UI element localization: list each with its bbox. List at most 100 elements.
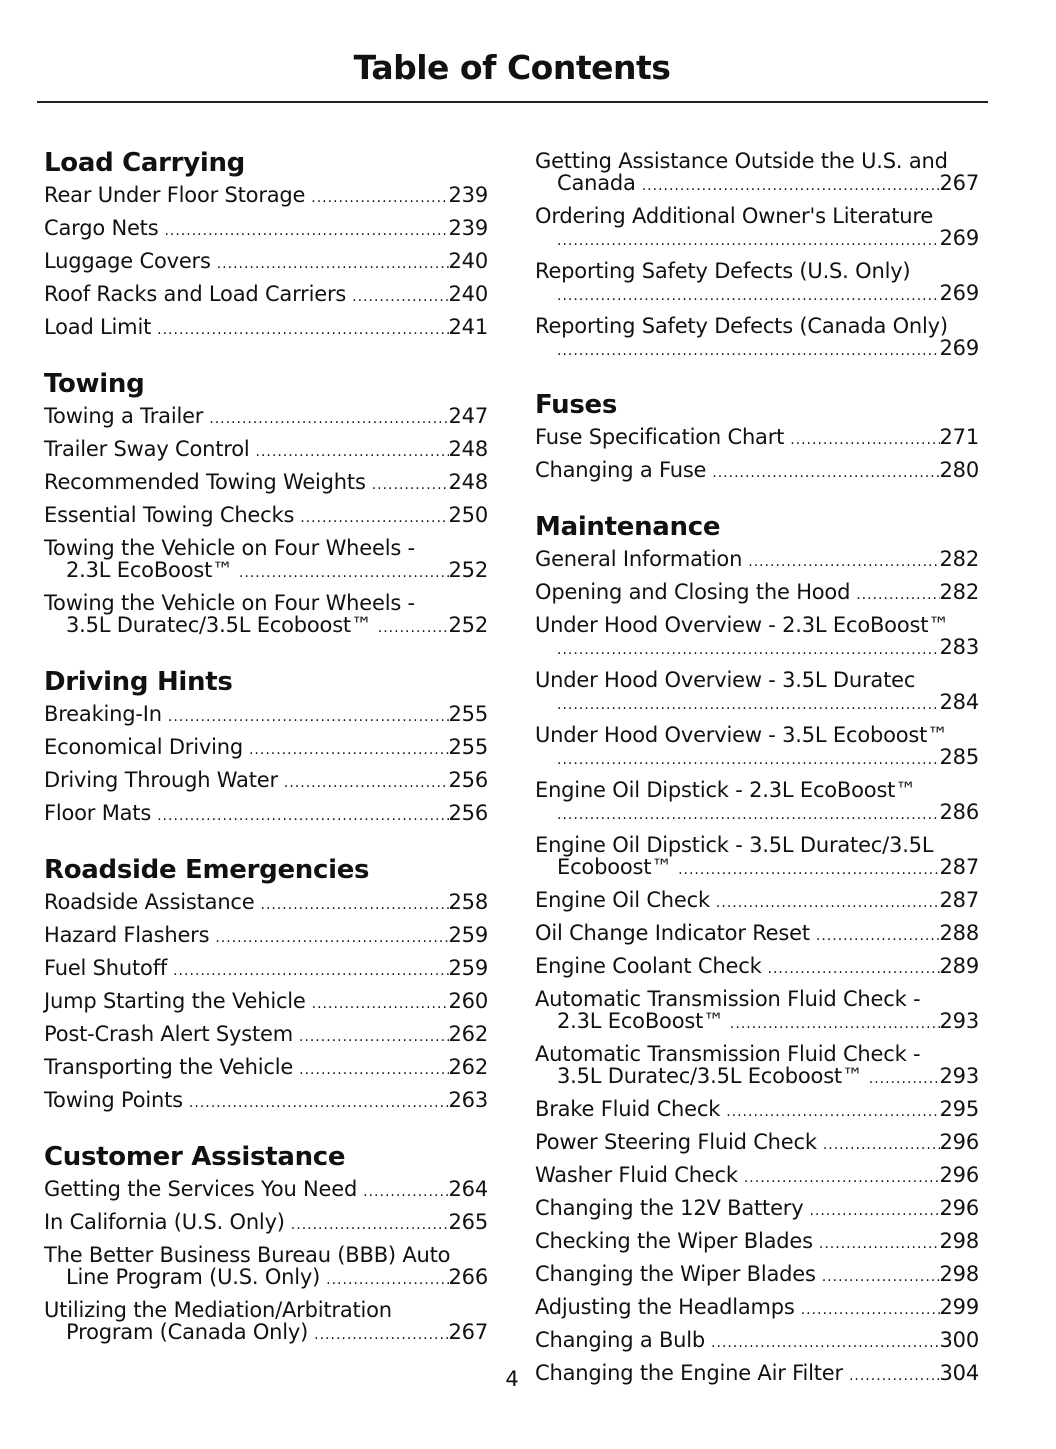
- toc-entry[interactable]: Reporting Safety Defects (Canada Only)26…: [535, 311, 979, 366]
- toc-entry[interactable]: Post-Crash Alert System 262: [44, 1019, 488, 1052]
- toc-entry[interactable]: Engine Oil Dipstick - 2.3L EcoBoost™ 286: [535, 775, 979, 830]
- toc-entry[interactable]: Power Steering Fluid Check 296: [535, 1127, 979, 1160]
- toc-entry[interactable]: Essential Towing Checks 250: [44, 500, 488, 533]
- toc-entry[interactable]: In California (U.S. Only) 265: [44, 1207, 488, 1240]
- toc-entry[interactable]: Engine Oil Dipstick - 3.5L Duratec/3.5L E…: [535, 830, 979, 885]
- entry-title-line: Reporting Safety Defects (Canada Only): [535, 314, 948, 338]
- entry-last-line: 269: [535, 227, 980, 252]
- entry-page-number: 248: [448, 437, 489, 461]
- toc-entry[interactable]: Changing the 12V Battery 296: [535, 1193, 979, 1226]
- toc-entry[interactable]: Changing a Bulb 300: [535, 1325, 979, 1358]
- entry-last-line: 3.5L Duratec/3.5L Ecoboost™ 293: [535, 1065, 979, 1090]
- entry-page-number: 262: [448, 1055, 489, 1079]
- dot-leader: [261, 894, 449, 916]
- toc-entry[interactable]: Towing Points 263: [44, 1085, 488, 1118]
- dot-leader: [557, 749, 940, 771]
- toc-entry[interactable]: Trailer Sway Control 248: [44, 434, 488, 467]
- toc-entry[interactable]: Under Hood Overview - 3.5L Duratec 284: [535, 665, 979, 720]
- toc-entry[interactable]: Ordering Additional Owner's Literature26…: [535, 201, 979, 256]
- entry-last-line: Oil Change Indicator Reset 288: [535, 922, 979, 947]
- dot-leader: [249, 739, 449, 761]
- entry-last-line: Checking the Wiper Blades 298: [535, 1230, 979, 1255]
- entry-title-line: Ordering Additional Owner's Literature: [535, 204, 934, 228]
- toc-section: Roadside Emergencies Roadside Assistance 2…: [44, 853, 488, 1118]
- entry-title-line: Power Steering Fluid Check: [535, 1130, 817, 1154]
- toc-entry[interactable]: Adjusting the Headlamps 299: [535, 1292, 979, 1325]
- entry-last-line: Economical Driving 255: [44, 736, 488, 761]
- toc-entry[interactable]: Cargo Nets 239: [44, 213, 488, 246]
- toc-entry[interactable]: Roof Racks and Load Carriers 240: [44, 279, 488, 312]
- toc-entry[interactable]: Roadside Assistance 258: [44, 887, 488, 920]
- entry-last-line: 284: [535, 691, 980, 716]
- toc-entry[interactable]: Automatic Transmission Fluid Check -3.5L…: [535, 1039, 979, 1094]
- entry-last-line: Hazard Flashers 259: [44, 924, 488, 949]
- entry-page-number: 286: [939, 800, 980, 824]
- toc-entry[interactable]: Economical Driving 255: [44, 732, 488, 765]
- section-heading: Fuses: [535, 390, 618, 420]
- toc-entry[interactable]: Changing the Engine Air Filter 304: [535, 1358, 979, 1391]
- entry-title-line: Under Hood Overview - 2.3L EcoBoost™: [535, 613, 950, 637]
- toc-entry[interactable]: Load Limit 241: [44, 312, 488, 345]
- toc-entry[interactable]: Fuel Shutoff 259: [44, 953, 488, 986]
- toc-entry[interactable]: Floor Mats 256: [44, 798, 488, 831]
- section-heading: Maintenance: [535, 512, 721, 542]
- toc-entry[interactable]: Changing the Wiper Blades 298: [535, 1259, 979, 1292]
- dot-leader: [300, 507, 448, 529]
- toc-entry[interactable]: Getting the Services You Need 264: [44, 1174, 488, 1207]
- toc-entry[interactable]: Utilizing the Mediation/Arbitration Progr…: [44, 1295, 488, 1350]
- toc-entry[interactable]: Fuse Specification Chart 271: [535, 422, 979, 455]
- entry-page-number: 298: [939, 1262, 980, 1286]
- toc-entry[interactable]: Getting Assistance Outside the U.S. and C…: [535, 146, 979, 201]
- toc-entry[interactable]: Opening and Closing the Hood 282: [535, 577, 979, 610]
- toc-entry[interactable]: Towing a Trailer 247: [44, 401, 488, 434]
- toc-entry[interactable]: Brake Fluid Check 295: [535, 1094, 979, 1127]
- toc-entry[interactable]: Transporting the Vehicle 262: [44, 1052, 488, 1085]
- entry-title-line: Recommended Towing Weights: [44, 470, 366, 494]
- dot-leader: [822, 1266, 940, 1288]
- entry-last-line: Changing the 12V Battery 296: [535, 1197, 979, 1222]
- toc-column-left: Load Carrying Rear Under Floor Storage 239…: [44, 146, 488, 1350]
- toc-entry[interactable]: Towing the Vehicle on Four Wheels -3.5L …: [44, 588, 488, 643]
- dot-leader: [209, 408, 448, 430]
- toc-entry[interactable]: Breaking-In 255: [44, 699, 488, 732]
- toc-entry[interactable]: Engine Oil Check 287: [535, 885, 979, 918]
- entry-page-number: 269: [939, 281, 980, 305]
- entry-last-line: Transporting the Vehicle 262: [44, 1056, 488, 1081]
- toc-entry[interactable]: Under Hood Overview - 2.3L EcoBoost™283: [535, 610, 979, 665]
- toc-entry[interactable]: Under Hood Overview - 3.5L Ecoboost™285: [535, 720, 979, 775]
- toc-section: Load Carrying Rear Under Floor Storage 239…: [44, 146, 488, 345]
- toc-entry[interactable]: Luggage Covers 240: [44, 246, 488, 279]
- toc-entry[interactable]: Washer Fluid Check 296: [535, 1160, 979, 1193]
- dot-leader: [326, 1269, 448, 1291]
- toc-entry[interactable]: Oil Change Indicator Reset 288: [535, 918, 979, 951]
- entry-last-line: 286: [535, 800, 980, 826]
- dot-leader: [168, 706, 449, 728]
- toc-entry[interactable]: Towing the Vehicle on Four Wheels -2.3L …: [44, 533, 488, 588]
- toc-entry[interactable]: Engine Coolant Check 289: [535, 951, 979, 984]
- toc-entry[interactable]: Checking the Wiper Blades 298: [535, 1226, 979, 1259]
- entry-title-line: General Information: [535, 547, 743, 571]
- entry-last-line: Getting the Services You Need 264: [44, 1178, 488, 1203]
- entry-last-line: Adjusting the Headlamps 299: [535, 1296, 979, 1321]
- toc-entry[interactable]: Driving Through Water 256: [44, 765, 488, 798]
- toc-entry[interactable]: Rear Under Floor Storage 239: [44, 180, 488, 213]
- dot-leader: [819, 1233, 940, 1255]
- entry-title-line: Luggage Covers: [44, 249, 211, 273]
- toc-entry[interactable]: Reporting Safety Defects (U.S. Only) 269: [535, 256, 979, 311]
- entry-page-number: 239: [448, 216, 489, 240]
- entry-title-line: Towing the Vehicle on Four Wheels -: [44, 591, 415, 615]
- toc-entry[interactable]: Jump Starting the Vehicle 260: [44, 986, 488, 1019]
- entry-title-line: Post-Crash Alert System: [44, 1022, 293, 1046]
- toc-entry[interactable]: The Better Business Bureau (BBB) Auto Lin…: [44, 1240, 488, 1295]
- toc-entry[interactable]: Recommended Towing Weights 248: [44, 467, 488, 500]
- entry-page-number: 255: [448, 702, 489, 726]
- toc-entry[interactable]: General Information 282: [535, 544, 979, 577]
- entry-title-line: Automatic Transmission Fluid Check -: [535, 987, 921, 1011]
- dot-leader: [557, 340, 940, 362]
- entry-last-line: Fuse Specification Chart 271: [535, 426, 979, 451]
- toc-entry[interactable]: Changing a Fuse 280: [535, 455, 979, 488]
- entry-title-line: Transporting the Vehicle: [44, 1055, 294, 1079]
- toc-entry[interactable]: Automatic Transmission Fluid Check -2.3L…: [535, 984, 979, 1039]
- toc-section: Customer Assistance Getting the Services …: [44, 1140, 488, 1350]
- toc-entry[interactable]: Hazard Flashers 259: [44, 920, 488, 953]
